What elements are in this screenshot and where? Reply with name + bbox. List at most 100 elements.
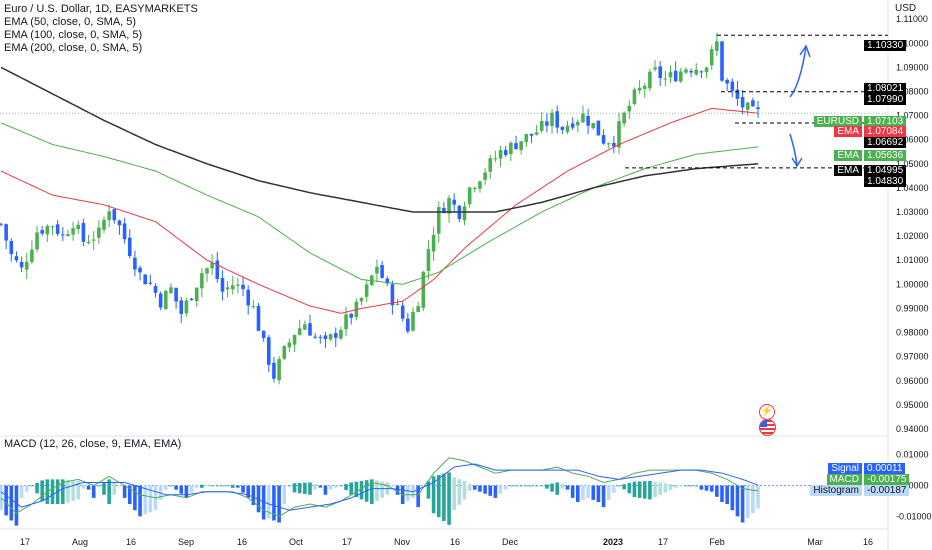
macd-histogram-bar <box>133 485 137 511</box>
macd-legend[interactable]: MACD (12, 26, close, 9, EMA, EMA) <box>4 438 182 450</box>
candle-body <box>560 126 565 130</box>
macd-histogram-bar <box>581 485 585 500</box>
macd-histogram-bar <box>282 485 287 505</box>
candle-body <box>596 120 601 136</box>
price-tag: 1.10330 <box>864 40 907 51</box>
macd-histogram-bar <box>694 485 699 487</box>
macd-histogram-bar <box>86 485 91 490</box>
macd-histogram-bar <box>431 476 436 514</box>
macd-histogram-bar <box>246 485 250 498</box>
macd-histogram-bar <box>261 485 266 520</box>
candle-body <box>478 181 482 189</box>
macd-histogram-bar <box>709 485 714 492</box>
candle-body <box>230 285 235 290</box>
macd-histogram-bar <box>375 480 379 501</box>
y-tick-label: 0.94000 <box>896 424 929 434</box>
y-tick-label: 1.02000 <box>896 231 929 241</box>
x-tick-label: Aug <box>72 537 88 547</box>
candle-body <box>524 134 529 143</box>
candle-body <box>225 287 230 290</box>
macd-histogram-bar <box>194 485 199 488</box>
candle-body <box>169 287 173 293</box>
candle-body <box>622 112 626 124</box>
candle-body <box>632 89 637 104</box>
candle-body <box>215 260 220 279</box>
candle-body <box>133 257 137 270</box>
macd-tag-label: Histogram <box>810 485 862 496</box>
macd-histogram-bar <box>704 485 709 491</box>
macd-histogram-bar <box>102 482 106 495</box>
macd-histogram-bar <box>91 485 96 498</box>
macd-histogram-bar <box>303 482 307 495</box>
candle-body <box>576 121 580 126</box>
macd-histogram-bar <box>107 479 111 505</box>
us-flag-icon[interactable] <box>759 419 776 436</box>
candle-body <box>627 105 632 112</box>
macd-histogram-bar <box>236 485 240 488</box>
macd-histogram-bar <box>447 472 451 525</box>
macd-histogram-bar <box>663 483 668 493</box>
candle-body <box>76 224 81 230</box>
macd-histogram-bar <box>287 485 292 487</box>
y-tick-label: 1.00000 <box>896 279 929 289</box>
macd-histogram-bar <box>112 482 117 495</box>
candle-body <box>514 143 518 150</box>
y-tick-label: 0.99000 <box>896 303 929 313</box>
candle-body <box>210 262 214 269</box>
price-tag-label: EMA <box>834 165 862 176</box>
macd-histogram-bar <box>622 484 626 490</box>
y-tick-label: 1.11000 <box>896 14 928 24</box>
macd-histogram-bar <box>699 485 704 490</box>
macd-histogram-bar <box>328 485 333 490</box>
macd-histogram-bar <box>184 485 189 498</box>
signal-line <box>0 463 759 511</box>
macd-histogram-bar <box>251 485 256 506</box>
ema200-line <box>0 66 759 213</box>
price-tag-label: EMA <box>834 126 862 137</box>
ema100-legend[interactable]: EMA (100, close, 0, SMA, 5) <box>4 29 143 41</box>
candle-body <box>658 66 662 79</box>
macd-histogram-bar <box>220 485 225 487</box>
y-tick-label: 1.01000 <box>896 255 929 265</box>
candle-body <box>555 111 559 128</box>
macd-histogram-bar <box>684 485 688 487</box>
macd-histogram-bar <box>66 479 70 503</box>
candle-body <box>380 265 384 278</box>
candle-body <box>71 228 75 235</box>
candle-body <box>323 335 328 340</box>
candle-body <box>390 284 395 306</box>
candle-body <box>261 330 266 338</box>
candle-body <box>81 223 86 242</box>
x-tick-label: 17 <box>342 537 352 547</box>
candle-body <box>735 89 740 99</box>
candle-body <box>550 112 554 127</box>
candle-body <box>545 121 549 126</box>
macd-y-tick-label: 0.00000 <box>896 481 929 491</box>
x-tick-label: 16 <box>863 537 873 547</box>
candle-body <box>292 334 297 345</box>
macd-histogram-bar <box>313 484 317 490</box>
candle-body <box>339 329 343 339</box>
lightning-icon[interactable]: ⚡ <box>759 404 775 420</box>
candle-body <box>102 219 106 230</box>
ema50-legend[interactable]: EMA (50, close, 0, SMA, 5) <box>4 16 137 28</box>
macd-histogram-bar <box>637 481 642 498</box>
symbol-title[interactable]: Euro / U.S. Dollar, 1D, EASYMARKETS <box>4 3 198 15</box>
ema200-legend[interactable]: EMA (200, close, 0, SMA, 5) <box>4 42 143 54</box>
candle-body <box>642 85 647 89</box>
macd-histogram-bar <box>555 482 559 495</box>
y-tick-label: 1.08000 <box>896 86 929 96</box>
candle-body <box>117 220 122 226</box>
macd-histogram-bar <box>668 483 673 491</box>
macd-histogram-bar <box>148 485 153 513</box>
candle-body <box>308 323 312 336</box>
candle-body <box>509 142 513 155</box>
candle-body <box>333 333 338 338</box>
macd-histogram-bar <box>756 485 760 509</box>
candle-body <box>756 107 760 110</box>
macd-tag-label: Signal <box>828 463 862 474</box>
candle-body <box>0 223 3 225</box>
y-tick-label: 1.05000 <box>896 159 929 169</box>
candle-body <box>436 206 441 234</box>
